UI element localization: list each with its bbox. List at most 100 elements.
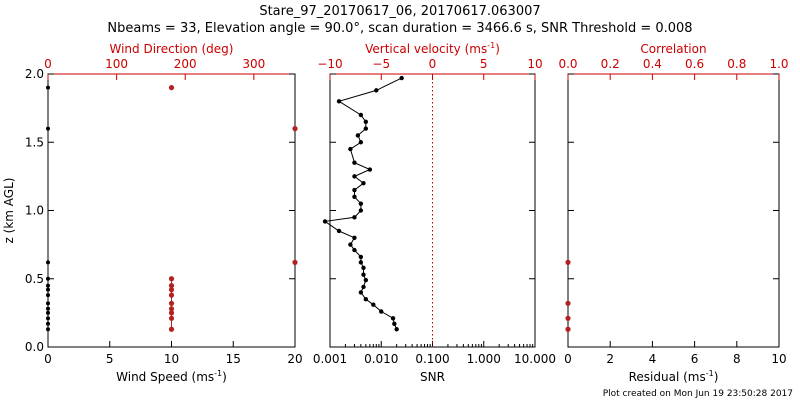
correlation-point xyxy=(565,315,571,321)
correlation-point xyxy=(565,326,571,332)
wind-bottom-axis-label-end: ) xyxy=(222,370,227,384)
wind-top-axis-label-text: Wind Direction (deg) xyxy=(110,42,234,56)
snr-top-tick-label: 5 xyxy=(480,57,488,71)
wind-top-axis-label: Wind Direction (deg) xyxy=(110,42,234,56)
snr-point xyxy=(363,119,369,124)
wind-top-tick-label: 0 xyxy=(44,57,52,71)
snr-point xyxy=(352,247,357,253)
wind-speed-point xyxy=(46,293,50,298)
snr-point xyxy=(363,126,369,131)
corr-top-tick-label: 0.0 xyxy=(558,57,577,71)
snr-top-tick-label: −10 xyxy=(317,57,342,71)
panel-corr: 0 2 4 6 8 10 Residual (ms-1) 0.0 0.2 0.4 0.6 0.8 1.0… xyxy=(558,42,788,384)
wind-top-tick-label: 300 xyxy=(242,57,265,71)
snr-point xyxy=(352,187,357,193)
snr-point xyxy=(392,321,397,326)
snr-point xyxy=(358,201,364,206)
snr-point xyxy=(358,140,364,145)
snr-point xyxy=(361,181,366,186)
figure-subtitle: Nbeams = 33, Elevation angle = 90.0°, sc… xyxy=(107,21,692,36)
snr-bottom-axis-label-text: SNR xyxy=(420,370,445,384)
wind-speed-point xyxy=(46,126,50,131)
snr-xtick-label: 10.000 xyxy=(514,352,556,366)
wind-direction-point xyxy=(292,259,298,265)
wind-bottom-axis-label: Wind Speed (ms-1) xyxy=(116,369,227,384)
corr-top-tick-label: 0.2 xyxy=(601,57,620,71)
wind-direction-point xyxy=(168,85,175,91)
corr-bottom-axis-label: Residual (ms-1) xyxy=(629,369,719,384)
snr-point xyxy=(358,112,364,118)
corr-xtick-label: 0 xyxy=(564,352,572,366)
wind-speed-point xyxy=(46,260,50,265)
snr-point xyxy=(390,316,396,321)
wind-speed-point xyxy=(46,310,50,315)
corr-frame xyxy=(567,73,780,348)
corr-top-tick-label: 1.0 xyxy=(769,57,788,71)
snr-top-tick-label: 10 xyxy=(527,57,542,71)
snr-point xyxy=(352,160,357,165)
snr-point xyxy=(352,174,357,179)
snr-top-tick-label: −5 xyxy=(372,57,390,71)
wind-ytick-label: 0.5 xyxy=(25,272,44,286)
wind-speed-point xyxy=(46,306,50,311)
wind-speed-point xyxy=(46,316,50,321)
wind-speed-point xyxy=(46,283,50,288)
wind-ytick-label: 1.5 xyxy=(25,135,44,149)
wind-top-tick-label: 200 xyxy=(174,57,197,71)
wind-ytick-label: 1.0 xyxy=(25,204,44,218)
snr-point xyxy=(352,194,357,200)
snr-point xyxy=(363,297,369,302)
snr-point xyxy=(352,235,357,240)
corr-top-axis-label: Correlation xyxy=(640,42,706,56)
wind-bottom-axis-label-sup: -1 xyxy=(214,369,222,378)
snr-point xyxy=(336,228,342,234)
corr-xtick-label: 10 xyxy=(771,352,786,366)
snr-xtick-label: 1.000 xyxy=(467,352,501,366)
corr-top-tick-label: 0.8 xyxy=(727,57,746,71)
snr-point xyxy=(363,277,369,283)
snr-point xyxy=(358,254,364,260)
y-axis-label: z (km AGL) xyxy=(2,178,16,244)
snr-point xyxy=(367,167,373,172)
wind-speed-point xyxy=(46,327,50,332)
panel-snr: 0.001 0.010 0.100 1.000 10.000 SNR −10 −5 0 5 10 Ve… xyxy=(313,41,556,384)
wind-speed-point xyxy=(46,276,50,281)
snr-point xyxy=(348,146,353,152)
snr-point xyxy=(336,99,342,104)
wind-speed-point xyxy=(46,287,50,292)
snr-point xyxy=(355,133,361,138)
snr-top-axis-label: Vertical velocity (ms-1) xyxy=(365,41,500,56)
snr-point xyxy=(374,88,379,93)
corr-xtick-label: 6 xyxy=(691,352,699,366)
correlation-point xyxy=(565,259,571,265)
snr-profile-line xyxy=(323,77,402,330)
corr-bottom-axis-label-end: ) xyxy=(714,370,719,384)
snr-bottom-axis-label: SNR xyxy=(420,370,445,384)
wind-bottom-axis-label-text: Wind Speed (ms xyxy=(116,370,214,384)
wind-xtick-label: 10 xyxy=(164,352,179,366)
wind-xtick-label: 15 xyxy=(226,352,241,366)
snr-point xyxy=(358,208,364,213)
wind-speed-point xyxy=(46,321,50,326)
wind-ytick-label: 2.0 xyxy=(25,67,44,81)
snr-point xyxy=(394,327,399,332)
wind-direction-point xyxy=(292,126,298,132)
snr-point xyxy=(399,75,404,81)
snr-point xyxy=(371,302,376,307)
snr-top-tick-label: 0 xyxy=(429,57,437,71)
wind-top-tick-label: 100 xyxy=(105,57,128,71)
snr-point xyxy=(361,265,366,271)
snr-top-axis-label-end: ) xyxy=(495,42,500,56)
corr-top-tick-label: 0.4 xyxy=(643,57,662,71)
corr-xtick-label: 8 xyxy=(733,352,741,366)
snr-xtick-label: 0.001 xyxy=(313,352,347,366)
corr-xtick-label: 2 xyxy=(606,352,614,366)
snr-point xyxy=(352,215,357,220)
panel-wind: 0.0 0.5 1.0 1.5 2.0 z (km AGL) 0 5 10 15 20 Wind Sp… xyxy=(2,42,303,384)
corr-xtick-label: 4 xyxy=(649,352,657,366)
correlation-point xyxy=(565,300,571,306)
snr-xtick-label: 0.010 xyxy=(364,352,398,366)
plot-created-note: Plot created on Mon Jun 19 23:50:28 2017 xyxy=(603,389,793,399)
corr-top-axis-label-text: Correlation xyxy=(640,42,706,56)
